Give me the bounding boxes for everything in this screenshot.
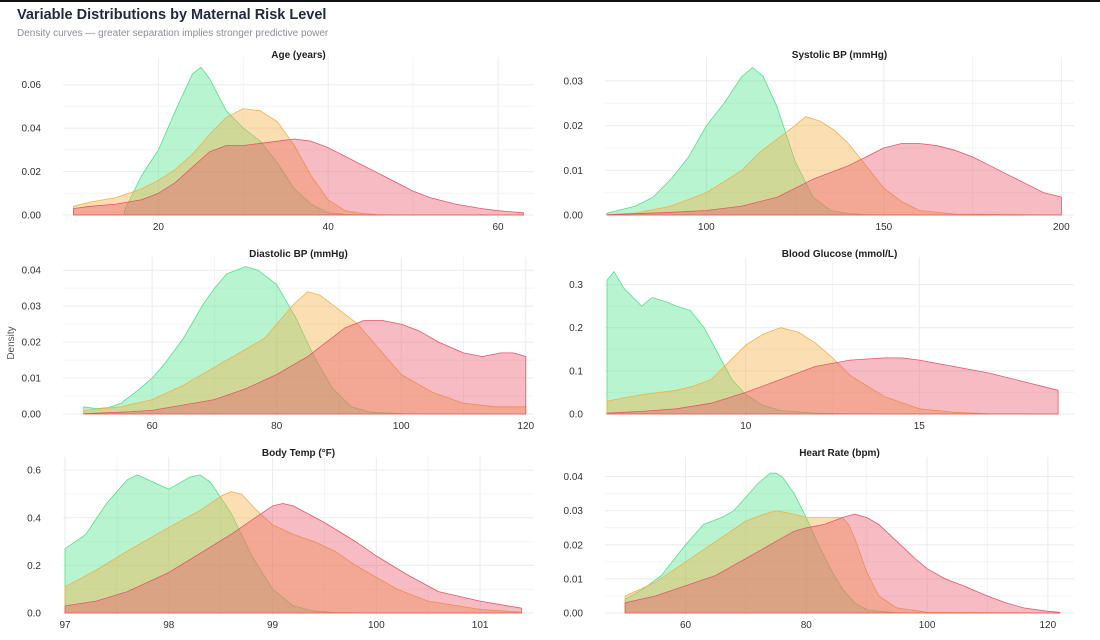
x-tick-label: 97 — [59, 620, 71, 631]
x-tick-label: 15 — [914, 421, 926, 432]
x-tick-label: 200 — [1053, 222, 1070, 233]
y-tick-label: 0.02 — [22, 338, 42, 349]
y-tick-label: 0.00 — [564, 211, 584, 222]
x-tick-label: 100 — [368, 620, 385, 631]
y-tick-label: 0.03 — [22, 302, 42, 313]
x-tick-label: 101 — [472, 620, 489, 631]
y-tick-label: 0.1 — [569, 366, 583, 377]
density-area-mid — [606, 327, 1059, 415]
y-tick-label: 0.00 — [564, 609, 584, 620]
y-tick-label: 0.02 — [564, 540, 584, 551]
panel-title: Heart Rate (bpm) — [799, 448, 880, 459]
density-area-mid — [624, 510, 1061, 614]
y-tick-label: 0.00 — [22, 211, 42, 222]
density-area-high — [83, 320, 527, 415]
y-axis-label: Density — [6, 326, 17, 359]
density-area-mid — [83, 291, 527, 415]
y-tick-label: 0.04 — [22, 266, 42, 277]
x-tick-label: 20 — [153, 222, 165, 233]
y-tick-label: 0.03 — [564, 506, 584, 517]
density-area-low — [83, 266, 527, 415]
y-tick-label: 0.06 — [22, 80, 42, 91]
y-tick-label: 0.01 — [564, 166, 584, 177]
x-tick-label: 60 — [680, 620, 692, 631]
x-tick-label: 120 — [1040, 620, 1057, 631]
y-tick-label: 0.2 — [569, 323, 583, 334]
density-area-low — [64, 474, 522, 614]
y-tick-label: 0.02 — [22, 167, 42, 178]
density-area-low — [606, 271, 1059, 415]
density-area-high — [73, 138, 524, 216]
x-tick-label: 99 — [267, 620, 279, 631]
panel-title: Age (years) — [271, 50, 325, 61]
panel-title: Blood Glucose (mmol/L) — [782, 249, 898, 260]
y-tick-label: 0.03 — [564, 76, 584, 87]
x-tick-label: 60 — [147, 421, 159, 432]
density-area-high — [606, 143, 1062, 216]
density-area-high — [606, 357, 1059, 415]
y-tick-label: 0.04 — [22, 124, 42, 135]
y-tick-label: 0.2 — [27, 561, 41, 572]
panel-title: Body Temp (°F) — [262, 448, 335, 459]
y-tick-label: 0.01 — [22, 374, 42, 385]
top-border — [0, 0, 1100, 2]
x-tick-label: 100 — [393, 421, 410, 432]
x-tick-label: 10 — [740, 421, 752, 432]
x-tick-label: 40 — [323, 222, 335, 233]
x-tick-label: 120 — [517, 421, 534, 432]
density-area-low — [624, 472, 1061, 614]
panel-title: Diastolic BP (mmHg) — [249, 249, 348, 260]
chart-title: Variable Distributions by Maternal Risk … — [17, 7, 327, 23]
y-tick-label: 0.00 — [22, 410, 42, 421]
x-tick-label: 60 — [492, 222, 504, 233]
density-area-mid — [64, 491, 522, 614]
y-tick-label: 0.04 — [564, 472, 584, 483]
chart-subtitle: Density curves — greater separation impl… — [17, 28, 329, 39]
y-tick-label: 0.0 — [569, 410, 583, 421]
y-tick-label: 0.4 — [27, 513, 41, 524]
x-tick-label: 150 — [876, 222, 893, 233]
density-area-mid — [606, 116, 1062, 216]
density-area-high — [624, 513, 1061, 614]
x-tick-label: 100 — [698, 222, 715, 233]
y-tick-label: 0.0 — [27, 609, 41, 620]
x-tick-label: 98 — [163, 620, 175, 631]
panel-title: Systolic BP (mmHg) — [792, 50, 887, 61]
y-tick-label: 0.02 — [564, 121, 584, 132]
y-tick-label: 0.6 — [27, 466, 41, 477]
x-tick-label: 100 — [919, 620, 936, 631]
y-tick-label: 0.3 — [569, 280, 583, 291]
density-area-high — [64, 503, 522, 614]
y-tick-label: 0.01 — [564, 574, 584, 585]
x-tick-label: 80 — [801, 620, 813, 631]
x-tick-label: 80 — [271, 421, 283, 432]
